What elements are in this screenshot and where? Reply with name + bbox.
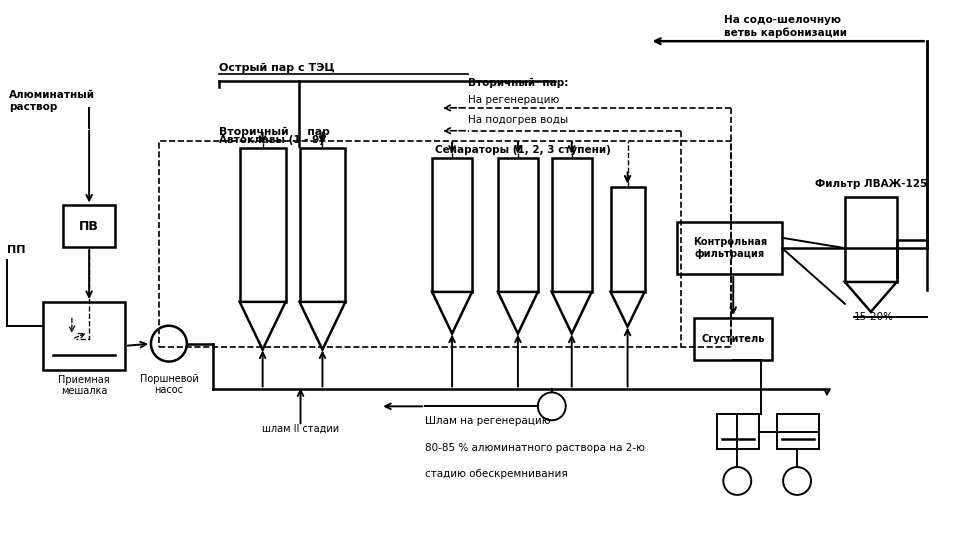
Bar bbox=[300, 147, 346, 302]
Bar bbox=[432, 158, 472, 292]
Text: Фильтр ЛВАЖ-125: Фильтр ЛВАЖ-125 bbox=[815, 179, 927, 189]
Bar bbox=[678, 222, 782, 274]
Text: ПВ: ПВ bbox=[79, 220, 99, 233]
Bar bbox=[717, 415, 759, 449]
Text: Контрольная
фильтрация: Контрольная фильтрация bbox=[693, 237, 767, 259]
Bar bbox=[240, 147, 285, 302]
Bar bbox=[694, 318, 772, 359]
Bar bbox=[63, 205, 115, 247]
Polygon shape bbox=[300, 302, 346, 349]
Text: На регенерацию: На регенерацию bbox=[468, 95, 560, 105]
Text: Вторичный  пар:: Вторичный пар: bbox=[468, 78, 568, 88]
Text: Приемная
мешалка: Приемная мешалка bbox=[59, 374, 110, 396]
Bar bbox=[552, 158, 591, 292]
Text: Сгуститель: Сгуститель bbox=[702, 333, 765, 344]
Polygon shape bbox=[611, 292, 644, 327]
Polygon shape bbox=[240, 302, 285, 349]
Text: Алюминатный
раствор: Алюминатный раствор bbox=[10, 90, 95, 112]
Bar bbox=[498, 158, 538, 292]
Polygon shape bbox=[845, 282, 897, 312]
Text: стадию обескремнивания: стадию обескремнивания bbox=[425, 469, 568, 479]
Text: 15-20%: 15-20% bbox=[853, 312, 894, 322]
Text: Автоклавы (1 - 9): Автоклавы (1 - 9) bbox=[219, 135, 324, 145]
Text: ПП: ПП bbox=[8, 245, 26, 255]
Text: На содо-шелочную
ветвь карбонизации: На содо-шелочную ветвь карбонизации bbox=[724, 15, 848, 38]
Text: шлам II стадии: шлам II стадии bbox=[262, 423, 339, 433]
Text: Острый пар с ТЭЦ: Острый пар с ТЭЦ bbox=[219, 63, 334, 73]
Text: Сепараторы (1, 2, 3 ступени): Сепараторы (1, 2, 3 ступени) bbox=[435, 145, 611, 155]
Polygon shape bbox=[498, 292, 538, 334]
Text: На подогрев воды: На подогрев воды bbox=[468, 115, 568, 125]
Bar bbox=[778, 415, 819, 449]
Bar bbox=[845, 198, 897, 282]
Polygon shape bbox=[432, 292, 472, 334]
Text: Поршневой
насос: Поршневой насос bbox=[139, 374, 199, 395]
Polygon shape bbox=[552, 292, 591, 334]
Text: Вторичный     пар: Вторичный пар bbox=[219, 126, 329, 137]
Text: Шлам на регенерацию: Шлам на регенерацию bbox=[425, 416, 551, 426]
Text: 80-85 % алюминатного раствора на 2-ю: 80-85 % алюминатного раствора на 2-ю bbox=[425, 443, 645, 453]
Bar bbox=[43, 302, 125, 369]
Bar bbox=[611, 188, 644, 292]
